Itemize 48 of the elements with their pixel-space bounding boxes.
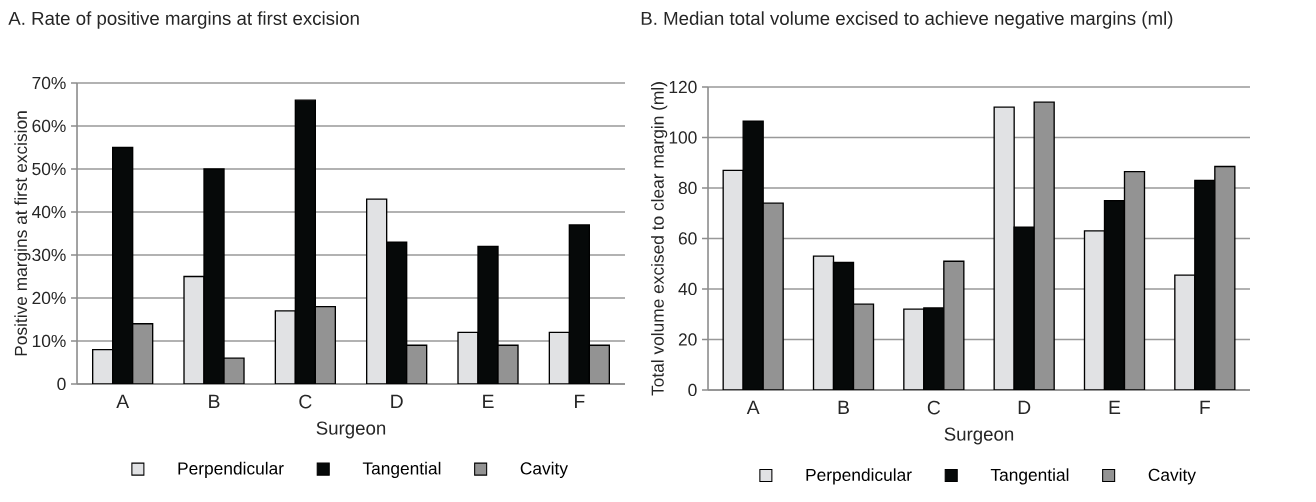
bar bbox=[722, 169, 744, 390]
x-axis-title: Surgeon bbox=[944, 427, 1014, 445]
bar bbox=[993, 106, 1015, 390]
x-tick-label: D bbox=[391, 394, 403, 408]
legend-label: Cavity bbox=[520, 461, 568, 478]
x-tick-label: F bbox=[1200, 400, 1210, 414]
y-tick-label: 50% bbox=[32, 162, 66, 176]
x-tick-label: A bbox=[116, 394, 130, 408]
y-tick-label: 60 bbox=[678, 232, 697, 245]
legend-label: Perpendicular bbox=[178, 461, 284, 478]
bar bbox=[366, 198, 388, 384]
x-tick-label: C bbox=[927, 400, 941, 415]
y-axis-title: Positive margins at first excision bbox=[14, 111, 31, 356]
y-tick-label: 60% bbox=[32, 119, 66, 133]
legend-label: Tangential bbox=[362, 461, 441, 478]
chart-title: B. Median total volume excised to achieve negative margins (ml) bbox=[641, 11, 1173, 29]
bar bbox=[812, 255, 835, 390]
y-tick-label: 10% bbox=[32, 334, 66, 348]
bar bbox=[548, 331, 571, 384]
legend-label: Perpendicular bbox=[806, 468, 912, 485]
y-tick-label: 70% bbox=[32, 76, 66, 90]
x-tick-label: E bbox=[1109, 400, 1121, 414]
y-tick-label: 20% bbox=[32, 291, 66, 305]
legend-label: Tangential bbox=[990, 468, 1069, 485]
x-tick-label: F bbox=[575, 394, 585, 408]
y-tick-label: 80 bbox=[678, 181, 697, 195]
bar bbox=[1083, 230, 1106, 390]
y-tick-label: 40 bbox=[678, 282, 697, 296]
y-tick-label: 100 bbox=[669, 131, 697, 144]
y-tick-label: 0 bbox=[688, 383, 697, 397]
chart-title: A. Rate of positive margins at first excision bbox=[8, 11, 359, 29]
y-tick-label: 40% bbox=[32, 205, 66, 219]
x-tick-label: B bbox=[838, 400, 849, 414]
legend-label: Cavity bbox=[1148, 468, 1196, 485]
y-tick-label: 0 bbox=[57, 377, 66, 391]
x-tick-label: A bbox=[746, 400, 760, 414]
x-axis-title: Surgeon bbox=[316, 421, 386, 439]
x-tick-label: C bbox=[299, 394, 312, 409]
y-tick-label: 20 bbox=[678, 333, 697, 346]
y-axis-title: Total volume excised to clear margin (ml) bbox=[651, 82, 668, 396]
bar bbox=[1174, 274, 1196, 390]
x-tick-label: B bbox=[209, 394, 220, 408]
x-tick-label: E bbox=[483, 394, 494, 408]
bar bbox=[92, 348, 114, 384]
x-tick-label: D bbox=[1018, 400, 1031, 414]
y-tick-label: 30% bbox=[32, 248, 66, 262]
bar bbox=[274, 310, 297, 384]
y-tick-label: 120 bbox=[669, 80, 697, 94]
